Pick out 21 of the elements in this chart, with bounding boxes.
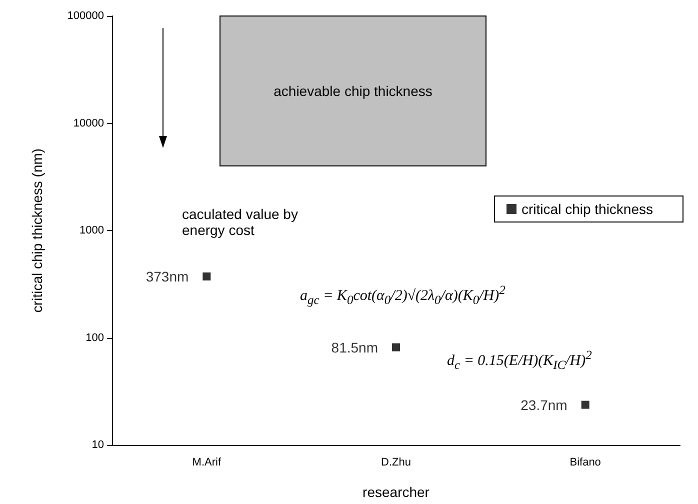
y-tick-label: 100000 bbox=[67, 10, 104, 22]
x-tick-label: M.Arif bbox=[192, 456, 222, 468]
data-label: 81.5nm bbox=[331, 339, 378, 356]
x-tick-label: D.Zhu bbox=[381, 456, 411, 468]
annotation: d$_{c}$ = 0.15(E/H)(K$_{IC}$/H)$^{2}$ bbox=[447, 348, 593, 373]
point bbox=[392, 343, 400, 352]
text: a$_{gc}$ = K$_{0}$cot(α$_{0}$/2)√(2λ$_{0}$/α)(K$_{0}$/H)$^{2}$ bbox=[300, 283, 506, 307]
data-label: 23.7nm bbox=[520, 396, 568, 413]
y-tick-label: 1000 bbox=[80, 224, 104, 236]
annotation: caculated value by energy cost bbox=[182, 206, 299, 238]
band-label: achievable chip thickness bbox=[274, 82, 432, 99]
x-tick-label: Bifano bbox=[570, 456, 601, 468]
data-label: 373nm bbox=[146, 268, 189, 284]
point bbox=[202, 272, 211, 280]
x-axis-title: researcher bbox=[362, 484, 430, 500]
y-axis-title: critical chip thickness (nm) bbox=[29, 148, 45, 313]
y-tick-label: 10000 bbox=[73, 117, 104, 130]
legend-label: critical chip thickness bbox=[522, 201, 654, 217]
point bbox=[581, 400, 590, 409]
y-tick-label: 100 bbox=[86, 332, 104, 344]
y-tick-label: 10 bbox=[92, 439, 104, 451]
